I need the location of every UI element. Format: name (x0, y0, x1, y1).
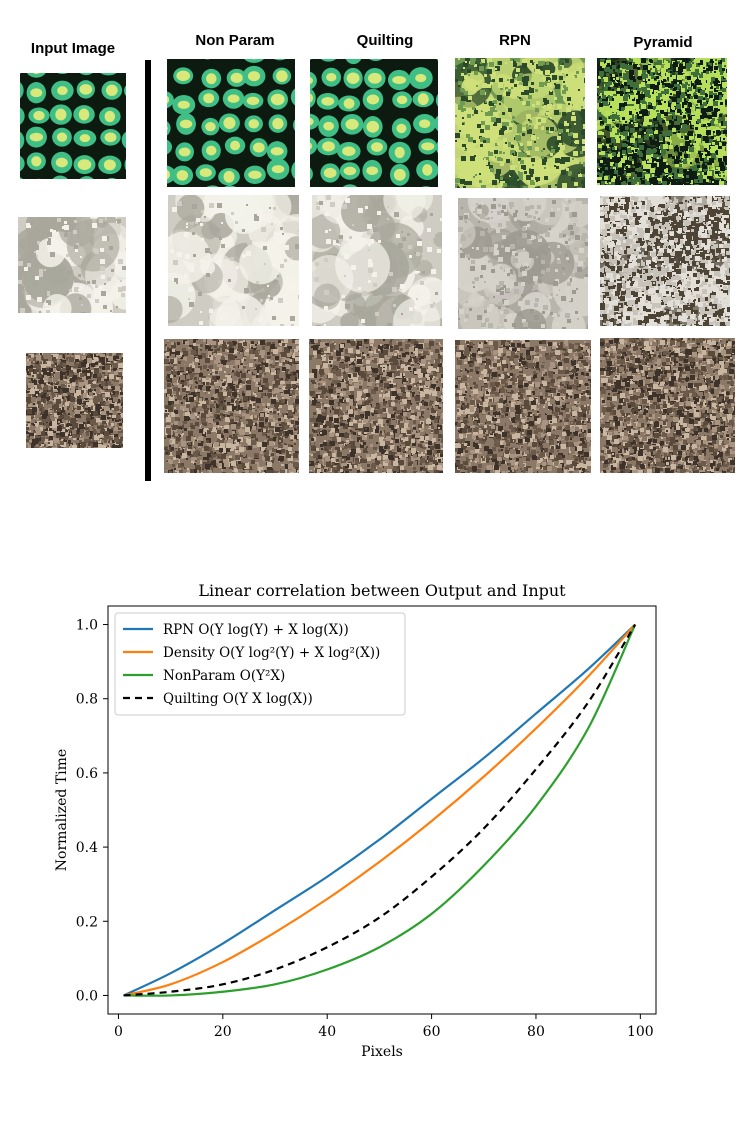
vertical-divider (145, 60, 151, 481)
texture-tile-nonparam-row3 (164, 339, 299, 473)
nonparam-header: Non Param (195, 32, 275, 49)
x-tick-label: 100 (627, 1024, 654, 1040)
y-axis-label: Normalized Time (54, 749, 70, 871)
series-line-3 (123, 624, 637, 997)
x-tick-label: 60 (423, 1024, 441, 1040)
series-line-2 (123, 623, 636, 997)
texture-tile-pyramid-row1 (597, 58, 727, 185)
rpn-header: RPN (499, 32, 531, 49)
legend-label-3: NonParam O(Y²X) (163, 668, 285, 684)
quilting-header: Quilting (356, 32, 414, 49)
texture-tile-quilting-row3 (309, 339, 443, 473)
texture-tile-input-row2 (18, 217, 126, 313)
pyramid-header: Pyramid (633, 34, 693, 51)
chart-title: Linear correlation between Output and In… (198, 581, 566, 600)
texture-comparison-grid: Input Image Non Param Quilting RPN Pyram… (0, 0, 756, 500)
texture-tile-pyramid-row3 (600, 338, 735, 473)
x-tick-label: 80 (527, 1024, 545, 1040)
texture-tile-rpn-row2 (458, 198, 588, 329)
x-tick-label: 0 (114, 1024, 123, 1040)
legend-label-1: RPN O(Y log(Y) + X log(X)) (163, 622, 349, 638)
y-tick-label: 1.0 (76, 618, 98, 634)
plot-frame (107, 605, 657, 1015)
legend-label-2: Density O(Y log²(Y) + X log²(X)) (163, 645, 380, 661)
texture-tile-input-row1 (20, 73, 126, 179)
y-tick-label: 0.0 (76, 988, 98, 1004)
y-tick-label: 0.6 (76, 766, 98, 782)
x-tick-label: 20 (214, 1024, 232, 1040)
y-tick-label: 0.8 (76, 692, 98, 708)
texture-tile-quilting-row2 (312, 195, 442, 326)
x-tick-label: 40 (318, 1024, 336, 1040)
timing-chart: Linear correlation between Output and In… (0, 570, 756, 1070)
texture-tile-rpn-row3 (455, 340, 591, 473)
texture-tile-nonparam-row2 (168, 195, 299, 326)
x-axis-label: Pixels (361, 1044, 403, 1060)
input-image-header: Input Image (30, 40, 116, 57)
legend-label-4: Quilting O(Y X log(X)) (163, 691, 313, 707)
texture-tile-nonparam-row1 (167, 59, 295, 187)
texture-tile-pyramid-row2 (600, 196, 730, 326)
legend-box (114, 612, 406, 716)
series-line-1 (123, 623, 636, 997)
y-tick-label: 0.4 (76, 840, 98, 856)
texture-tile-rpn-row1 (455, 58, 585, 188)
texture-tile-quilting-row1 (310, 59, 438, 187)
y-tick-label: 0.2 (76, 914, 98, 930)
series-line-4 (123, 623, 637, 997)
texture-tile-input-row3 (26, 353, 123, 448)
chart-svg: Linear correlation between Output and In… (54, 581, 657, 1060)
